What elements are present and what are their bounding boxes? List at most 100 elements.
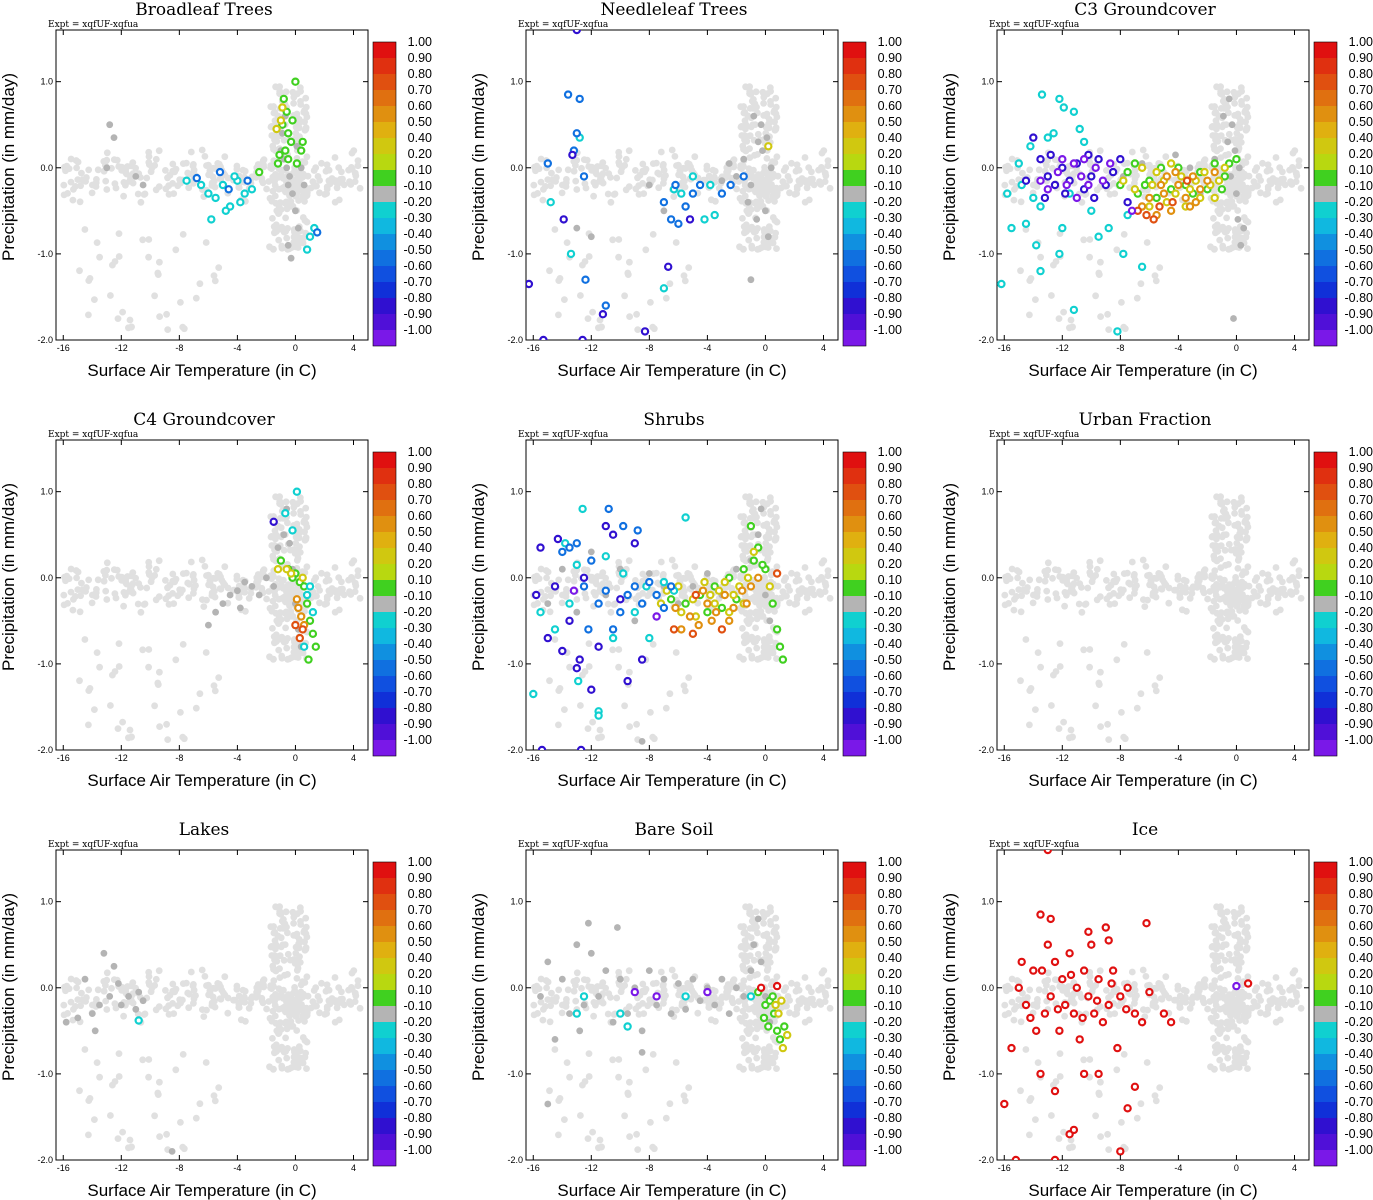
background-point	[581, 180, 589, 188]
colorbar-swatch	[373, 596, 396, 612]
data-point	[1053, 167, 1063, 177]
background-point	[275, 1056, 283, 1064]
background-point	[771, 536, 779, 544]
background-point	[1011, 186, 1018, 193]
background-point	[1017, 198, 1025, 206]
colorbar-label: -0.70	[404, 1095, 433, 1109]
background-point	[551, 226, 559, 233]
background-point	[798, 995, 806, 1002]
background-point	[1210, 625, 1217, 632]
background-point	[67, 178, 75, 186]
data-point	[691, 590, 700, 600]
data-point	[573, 224, 581, 232]
background-point	[712, 1017, 719, 1025]
background-point	[1075, 600, 1083, 608]
data-point	[1119, 176, 1128, 185]
background-point	[1225, 109, 1232, 117]
background-point	[73, 984, 80, 992]
background-point	[765, 633, 773, 641]
background-point	[1244, 218, 1252, 226]
data-point	[601, 586, 611, 595]
background-point	[1223, 214, 1230, 222]
data-point	[139, 997, 147, 1005]
background-point	[77, 1002, 84, 1010]
colorbar-swatch	[1314, 532, 1337, 548]
background-point	[754, 971, 761, 978]
background-point	[537, 178, 545, 186]
colorbar-swatch	[373, 106, 396, 122]
y-tick-label: 1.0	[40, 77, 53, 87]
background-point	[1092, 702, 1099, 710]
background-point	[826, 184, 834, 192]
background-point	[347, 591, 355, 598]
background-point	[221, 563, 229, 571]
x-tick-label: 0	[763, 753, 768, 763]
colorbar-swatch	[373, 138, 396, 154]
background-point	[282, 908, 290, 916]
background-point	[335, 164, 343, 172]
background-point	[765, 936, 773, 943]
background-point	[594, 983, 601, 990]
background-point	[283, 923, 290, 931]
data-point	[1069, 107, 1079, 117]
colorbar-label: -0.20	[1345, 605, 1373, 619]
data-point	[726, 180, 735, 190]
data-point	[746, 521, 756, 531]
background-point	[801, 974, 809, 981]
background-point	[592, 1001, 599, 1009]
data-point	[1098, 176, 1108, 185]
data-point	[601, 301, 611, 310]
background-point	[78, 169, 85, 177]
background-point	[1272, 154, 1280, 161]
data-point	[1142, 210, 1151, 220]
background-point	[152, 155, 160, 163]
background-point	[333, 594, 341, 602]
panel-title: Shrubs	[643, 410, 704, 430]
background-point	[108, 984, 115, 992]
background-point	[1195, 580, 1202, 588]
background-point	[1269, 585, 1277, 592]
background-point	[271, 117, 279, 125]
background-point	[1257, 587, 1264, 594]
colorbar-label: -0.50	[404, 1063, 433, 1077]
data-point	[255, 591, 263, 599]
background-point	[649, 1051, 657, 1058]
data-point	[279, 129, 286, 137]
colorbar-label: -0.80	[404, 291, 433, 305]
background-point	[824, 572, 832, 580]
y-tick-label: -1.0	[37, 659, 53, 669]
background-point	[564, 576, 572, 584]
background-point	[60, 1001, 68, 1009]
colorbar-swatch	[373, 1118, 396, 1134]
background-point	[268, 943, 275, 950]
background-point	[290, 238, 298, 246]
data-point	[1058, 223, 1067, 233]
background-point	[743, 137, 751, 145]
background-point	[685, 264, 693, 271]
background-point	[641, 988, 649, 996]
background-point	[547, 592, 554, 600]
background-point	[615, 148, 623, 156]
background-point	[760, 920, 767, 927]
background-point	[763, 975, 771, 982]
data-point	[681, 513, 690, 522]
colorbar-label: -0.30	[1345, 621, 1373, 635]
background-point	[294, 654, 302, 661]
background-point	[762, 539, 770, 547]
colorbar-label: -0.60	[404, 669, 433, 683]
data-point	[733, 173, 740, 180]
data-point	[1104, 223, 1113, 233]
background-point	[127, 733, 135, 741]
background-point	[293, 990, 300, 997]
background-point	[684, 570, 692, 577]
background-point	[544, 586, 552, 593]
background-point	[559, 1001, 566, 1009]
background-point	[1222, 121, 1230, 128]
background-point	[763, 155, 771, 162]
background-point	[1133, 704, 1141, 712]
background-point	[273, 137, 281, 145]
background-point	[826, 594, 834, 602]
background-point	[177, 709, 184, 716]
colorbar-swatch	[1314, 660, 1337, 676]
